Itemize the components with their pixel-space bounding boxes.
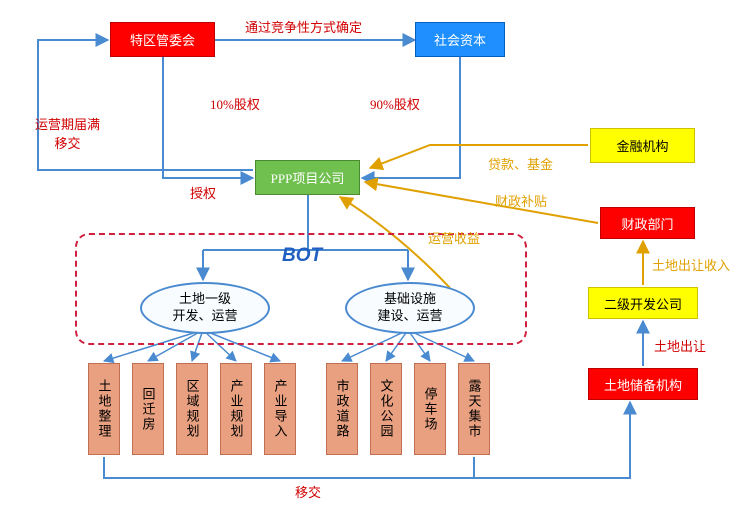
node-land-dev: 土地一级开发、运营 <box>140 282 270 334</box>
lbl-fiscal-sub: 财政补贴 <box>495 191 547 210</box>
land-dev-l2: 开发、运营 <box>172 308 237 323</box>
node-social-capital: 社会资本 <box>415 22 505 57</box>
node-s7: 文化公园 <box>370 363 402 455</box>
lbl-top: 通过竞争性方式确定 <box>245 17 362 36</box>
node-s3: 区域规划 <box>176 363 208 455</box>
lbl-loan: 贷款、基金 <box>488 154 553 173</box>
node-land-reserve: 土地储备机构 <box>588 368 698 400</box>
lbl-equity90: 90%股权 <box>370 94 420 113</box>
land-dev-l1: 土地一级 <box>179 291 231 306</box>
node-dev2: 二级开发公司 <box>588 287 698 319</box>
lbl-transfer-left: 运营期届满移交 <box>35 114 100 152</box>
node-s6: 市政道路 <box>326 363 358 455</box>
node-s1: 土地整理 <box>88 363 120 455</box>
lbl-equity10: 10%股权 <box>210 94 260 113</box>
node-s4: 产业规划 <box>220 363 252 455</box>
node-infra: 基础设施建设、运营 <box>345 282 475 334</box>
node-fiscal: 财政部门 <box>600 207 695 239</box>
bot-label: BOT <box>282 245 322 267</box>
node-s5: 产业导入 <box>264 363 296 455</box>
lbl-authorize: 授权 <box>190 183 216 202</box>
node-s2: 回迁房 <box>132 363 164 455</box>
lbl-op-rev: 运营收益 <box>428 228 480 247</box>
node-s8: 停车场 <box>414 363 446 455</box>
node-committee: 特区管委会 <box>110 22 215 57</box>
lbl-land-income: 土地出让收入 <box>652 255 730 274</box>
node-finance-org: 金融机构 <box>590 128 695 163</box>
node-s9: 露天集市 <box>458 363 490 455</box>
infra-l1: 基础设施 <box>384 291 436 306</box>
node-ppp: PPP项目公司 <box>255 160 360 195</box>
infra-l2: 建设、运营 <box>377 308 442 323</box>
lbl-transfer-bottom: 移交 <box>295 482 321 501</box>
lbl-land-sell: 土地出让 <box>654 336 706 355</box>
